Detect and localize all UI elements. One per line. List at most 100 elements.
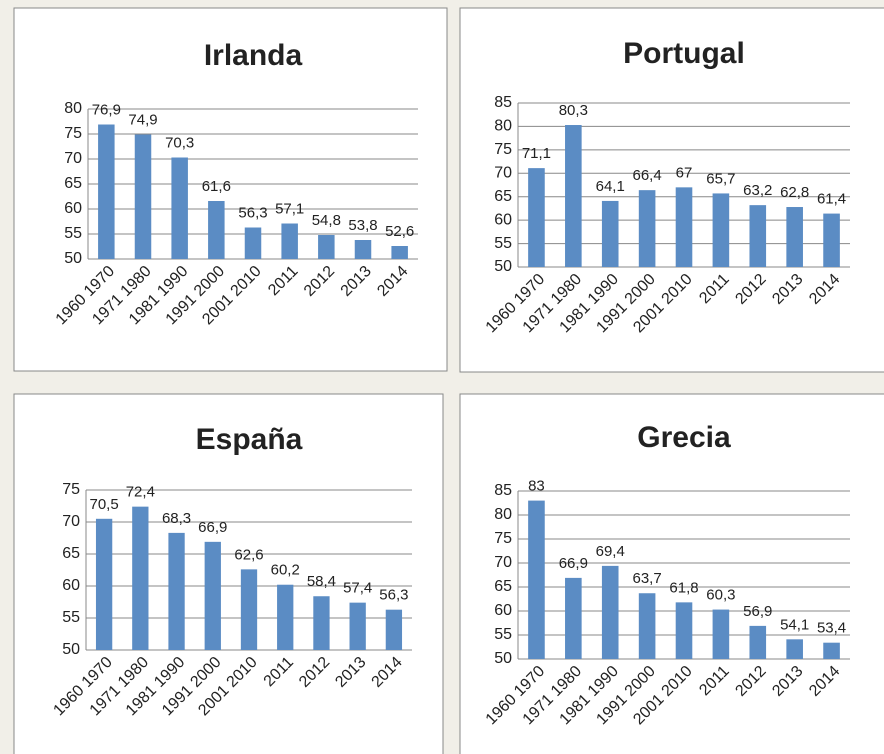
data-label: 61,4 <box>817 191 846 208</box>
data-label: 62,8 <box>780 184 809 201</box>
chart-title: Portugal <box>623 37 745 70</box>
data-label: 58,4 <box>307 573 336 590</box>
data-label: 54,1 <box>780 616 809 633</box>
bar <box>749 625 767 659</box>
data-label: 63,7 <box>633 570 662 587</box>
y-tick-label: 50 <box>64 250 82 267</box>
data-label: 56,3 <box>379 587 408 604</box>
chart-title: España <box>196 423 303 456</box>
bar <box>277 584 294 650</box>
y-tick-label: 65 <box>494 188 512 205</box>
data-label: 60,3 <box>706 587 735 604</box>
chart-title: Irlanda <box>204 39 303 72</box>
bar <box>208 201 225 259</box>
data-label: 66,9 <box>198 519 227 536</box>
bar <box>95 518 113 650</box>
bar <box>638 593 656 659</box>
data-label: 54,8 <box>312 212 341 229</box>
bar <box>786 639 803 659</box>
bar <box>132 506 149 650</box>
bar <box>168 532 185 650</box>
bar <box>318 235 335 259</box>
y-tick-label: 70 <box>64 150 82 167</box>
bar <box>134 134 152 259</box>
bar <box>98 124 115 259</box>
bar <box>749 205 767 267</box>
y-tick-label: 65 <box>62 545 80 562</box>
bar <box>528 168 545 267</box>
y-tick-label: 85 <box>494 482 512 499</box>
y-tick-label: 55 <box>494 626 512 643</box>
chart-title: Grecia <box>637 421 731 454</box>
data-label: 67 <box>676 164 693 181</box>
data-label: 70,5 <box>90 496 119 513</box>
bar <box>349 602 366 650</box>
data-label: 74,9 <box>128 111 157 128</box>
y-tick-label: 80 <box>494 506 512 523</box>
bar <box>675 187 693 267</box>
data-label: 80,3 <box>559 102 588 119</box>
y-tick-label: 65 <box>64 175 82 192</box>
bar <box>712 193 730 267</box>
y-tick-label: 75 <box>494 141 512 158</box>
data-label: 68,3 <box>162 510 191 527</box>
data-label: 61,6 <box>202 178 231 195</box>
data-label: 62,6 <box>234 546 263 563</box>
data-label: 57,1 <box>275 200 304 217</box>
data-label: 65,7 <box>706 170 735 187</box>
bar <box>385 609 403 650</box>
bar <box>528 500 545 659</box>
data-label: 56,9 <box>743 603 772 620</box>
bar <box>823 642 840 659</box>
data-label: 60,2 <box>271 562 300 579</box>
y-tick-label: 70 <box>494 165 512 182</box>
bar <box>171 157 188 259</box>
y-tick-label: 60 <box>494 602 512 619</box>
bar <box>281 223 298 259</box>
y-tick-label: 75 <box>62 481 80 498</box>
data-label: 53,4 <box>817 620 846 637</box>
bar <box>240 569 258 650</box>
y-tick-label: 50 <box>494 650 512 667</box>
y-tick-label: 70 <box>494 554 512 571</box>
bar <box>391 246 408 259</box>
y-tick-label: 75 <box>64 125 82 142</box>
y-tick-label: 55 <box>64 225 82 242</box>
panel-frame <box>13 7 448 372</box>
y-tick-label: 60 <box>494 211 512 228</box>
data-label: 83 <box>528 478 545 495</box>
bar <box>638 190 656 267</box>
bar <box>601 200 619 267</box>
y-tick-label: 80 <box>64 100 82 117</box>
y-tick-label: 60 <box>62 577 80 594</box>
data-label: 71,1 <box>522 145 551 162</box>
data-label: 63,2 <box>743 182 772 199</box>
y-tick-label: 60 <box>64 200 82 217</box>
y-tick-label: 85 <box>494 94 512 111</box>
bar <box>823 213 840 267</box>
y-tick-label: 50 <box>62 641 80 658</box>
data-label: 53,8 <box>348 217 377 234</box>
data-label: 64,1 <box>596 178 625 195</box>
y-tick-label: 80 <box>494 118 512 135</box>
y-tick-label: 75 <box>494 530 512 547</box>
data-label: 57,4 <box>343 580 372 597</box>
bar <box>313 596 330 650</box>
bar <box>601 565 619 659</box>
bar <box>786 207 803 267</box>
data-label: 70,3 <box>165 134 194 151</box>
y-tick-label: 65 <box>494 578 512 595</box>
bar <box>712 609 730 659</box>
data-label: 76,9 <box>92 101 121 118</box>
data-label: 69,4 <box>596 543 625 560</box>
bar <box>565 577 582 659</box>
bar <box>565 125 582 267</box>
y-tick-label: 55 <box>62 609 80 626</box>
data-label: 52,6 <box>385 223 414 240</box>
y-tick-label: 50 <box>494 258 512 275</box>
bar <box>244 227 262 259</box>
